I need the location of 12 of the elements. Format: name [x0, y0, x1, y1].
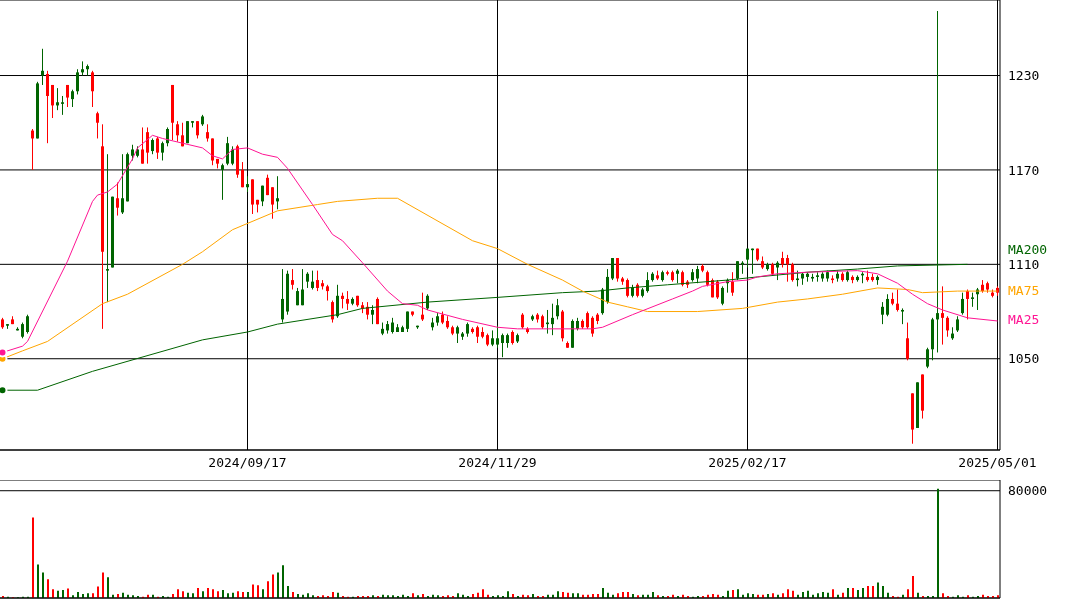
- y-tick-label: 1170: [1008, 162, 1040, 178]
- series-label: MA25: [1008, 312, 1040, 328]
- y-tick-label: 1050: [1008, 351, 1040, 367]
- y-tick-label: 1110: [1008, 256, 1040, 272]
- x-tick-label: 2024/11/29: [458, 455, 537, 471]
- x-tick-label: 2024/09/17: [208, 455, 287, 471]
- text: MA200: [1008, 241, 1048, 257]
- x-tick-label: 2025/02/17: [708, 455, 787, 471]
- y-tick-label: 80000: [1008, 483, 1048, 499]
- x-tick-label: 2025/05/01: [958, 455, 1037, 471]
- y-tick-label: 1230: [1008, 68, 1040, 84]
- series-label: MA75: [1008, 282, 1040, 298]
